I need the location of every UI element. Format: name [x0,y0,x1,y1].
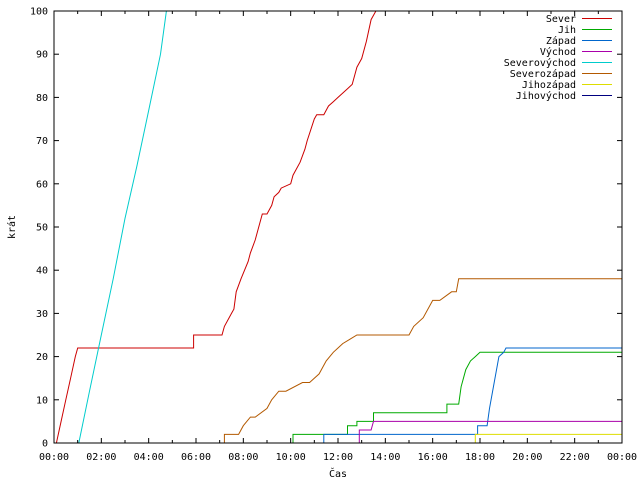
x-tick-label: 16:00 [418,452,448,463]
series-line-jih [54,351,622,444]
x-tick-label: 22:00 [560,452,590,463]
legend-label: Severovýchod [504,57,576,69]
legend-label: Jih [558,25,576,36]
y-tick-label: 40 [36,266,48,277]
series-line-sever [54,10,386,444]
series-line-severov-chod [78,10,167,444]
series-line-z-pad [54,347,622,444]
y-tick-label: 100 [30,7,48,18]
y-tick-label: 0 [42,439,48,450]
legend: SeverJihZápadVýchodSeverovýchodSeverozáp… [504,14,612,102]
x-tick-label: 06:00 [181,452,211,463]
y-tick-label: 90 [36,50,48,61]
x-tick-label: 14:00 [370,452,400,463]
legend-label: Jihozápad [522,79,576,91]
x-tick-label: 02:00 [86,452,116,463]
y-tick-label: 80 [36,93,48,104]
x-tick-label: 00:00 [607,452,637,463]
y-axis-label: krát [6,215,18,239]
x-tick-label: 18:00 [465,452,495,463]
legend-label: Západ [546,35,576,47]
tick-labels: 00:00 02:00 04:00 06:00 08:00 10:00 12:00 14:00… [30,7,637,464]
y-tick-label: 10 [36,395,48,406]
series-line-severoz-pad [54,278,622,444]
x-tick-label: 00:00 [39,452,69,463]
y-tick-label: 30 [36,309,48,320]
legend-label: Jihovýchod [516,90,576,102]
x-tick-label: 08:00 [228,452,258,463]
legend-label: Severozápad [510,68,576,80]
x-tick-label: 20:00 [512,452,542,463]
axis-ticks [53,10,623,444]
legend-label: Východ [540,46,576,58]
y-tick-label: 60 [36,179,48,190]
legend-label: Sever [546,14,576,25]
x-tick-label: 10:00 [276,452,306,463]
y-tick-label: 50 [36,223,48,234]
y-tick-label: 70 [36,136,48,147]
y-tick-label: 20 [36,352,48,363]
x-tick-label: 04:00 [134,452,164,463]
x-axis-label: Čas [329,467,347,480]
x-tick-label: 12:00 [323,452,353,463]
